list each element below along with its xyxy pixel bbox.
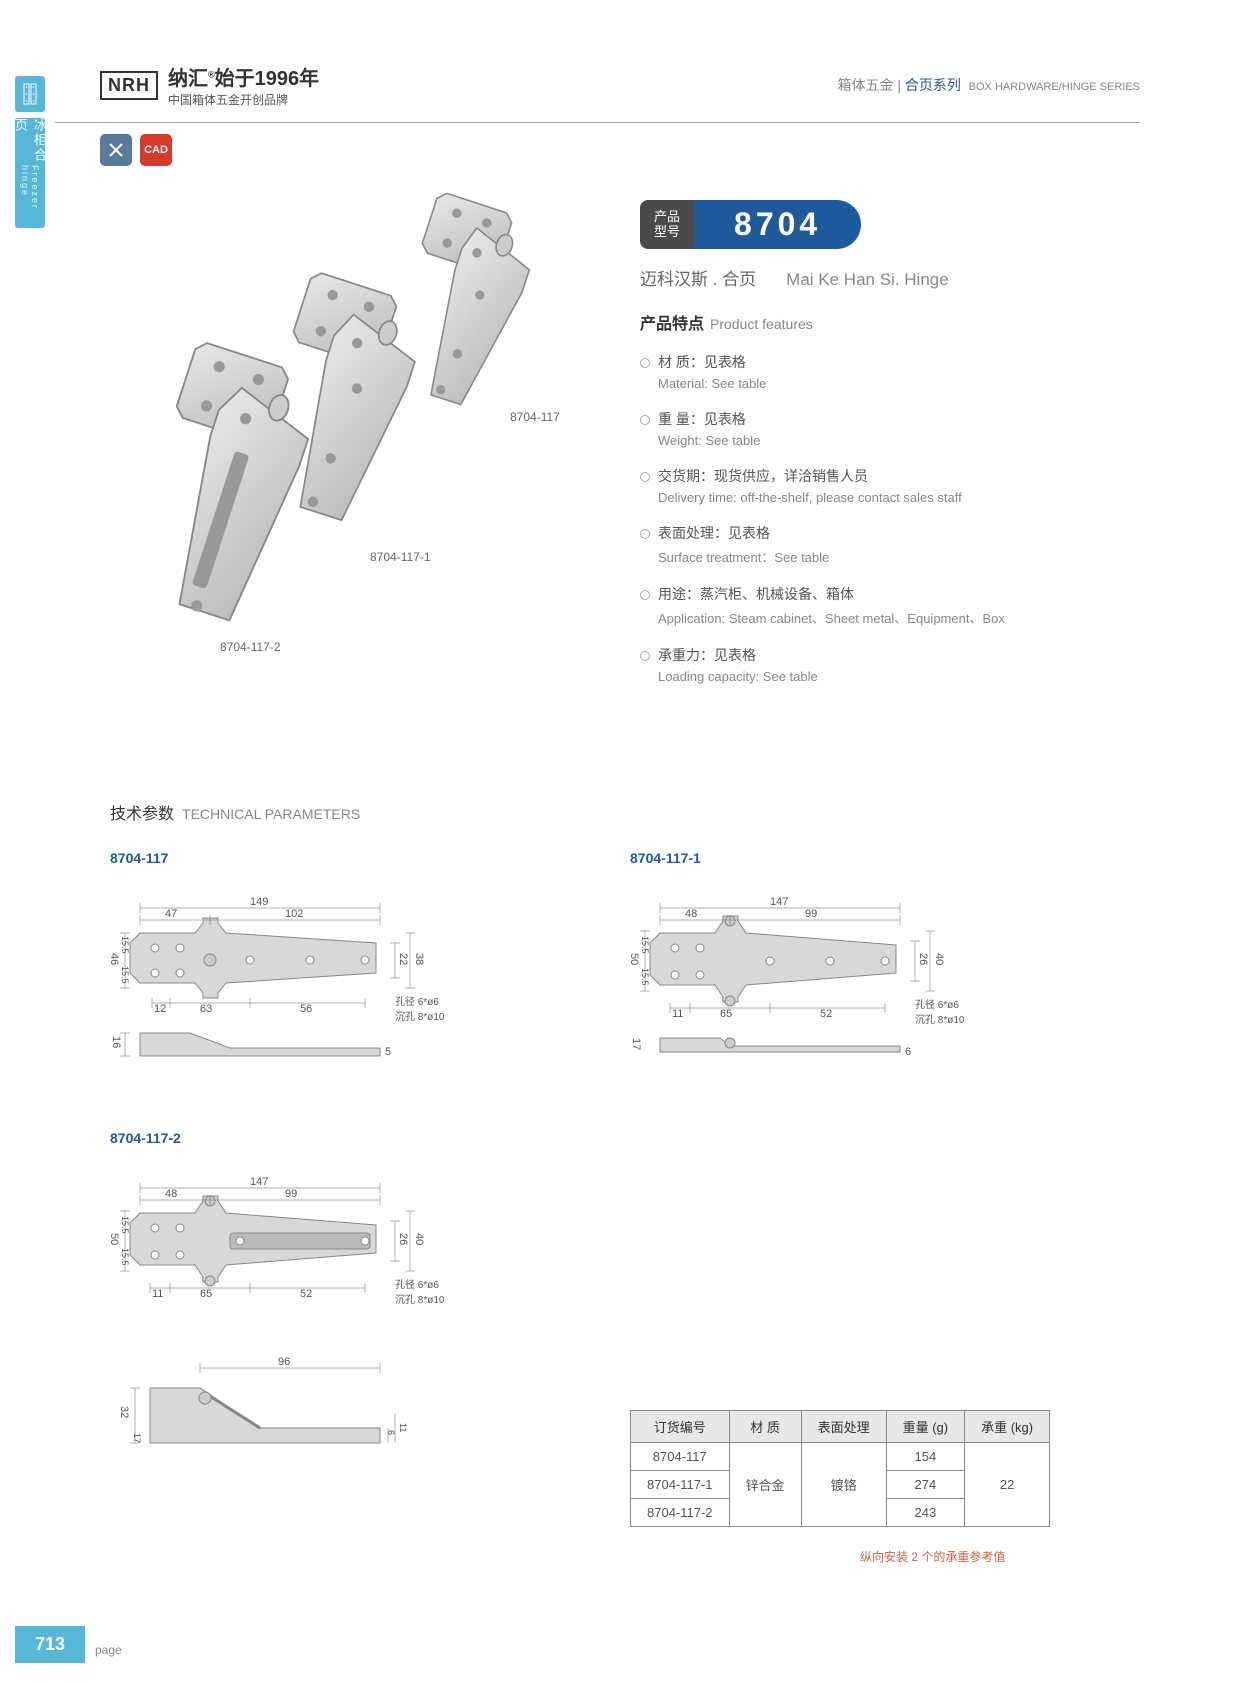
logo-cn: 纳汇®始于1996年: [168, 62, 319, 91]
feature-cn: 承重力：见表格: [658, 645, 1140, 665]
hinge-img-3: [98, 328, 371, 672]
table-header: 材 质: [729, 1411, 801, 1443]
img-label-3: 8704-117-2: [220, 640, 281, 654]
diagram-1: 8704-117 149 47 102 46 15.5 15.5 12 63 5…: [110, 850, 450, 1108]
feature-cn: 用途：蒸汽柜、机械设备、箱体: [658, 584, 1140, 604]
feature-en: Surface treatment：See table: [658, 547, 1140, 566]
model-name: 迈科汉斯 . 合页Mai Ke Han Si. Hinge: [640, 265, 949, 290]
logo-sub: 中国箱体五金开创品牌: [168, 91, 319, 108]
feature-en: Weight: See table: [658, 433, 1140, 448]
tools-icon: [100, 134, 132, 166]
logo-badge: NRH: [100, 71, 158, 100]
model-label: 产品 型号: [640, 200, 694, 249]
page-header: NRH 纳汇®始于1996年 中国箱体五金开创品牌 箱体五金 | 合页系列 BO…: [100, 55, 1140, 115]
model-badge: 产品 型号 8704: [640, 200, 861, 249]
diagram-1-title: 8704-117: [110, 850, 450, 866]
page-label: page: [95, 1643, 122, 1657]
header-category: 箱体五金 | 合页系列 BOX HARDWARE/HINGE SERIES: [837, 75, 1140, 95]
feature-item: 交货期：现货供应，详洽销售人员 Delivery time: off-the-sh…: [640, 466, 1140, 505]
page-number: 713: [15, 1626, 85, 1663]
feature-item: 表面处理：见表格 Surface treatment：See table: [640, 523, 1140, 566]
side-label-cn: 冰柜合页: [11, 118, 49, 165]
side-icon-tab: [15, 76, 45, 112]
diagram-2-title: 8704-117-1: [630, 850, 970, 866]
feature-cn: 重 量：见表格: [658, 409, 1140, 429]
cad-icon: CAD: [140, 134, 172, 166]
logo: NRH 纳汇®始于1996年 中国箱体五金开创品牌: [100, 62, 319, 108]
header-divider: [55, 122, 1140, 123]
feature-cn: 材 质：见表格: [658, 352, 1140, 372]
table-header: 订货编号: [631, 1411, 730, 1443]
side-label-en: Freezer hinge: [20, 165, 40, 228]
feature-item: 重 量：见表格 Weight: See table: [640, 409, 1140, 448]
feature-cn: 表面处理：见表格: [658, 523, 1140, 543]
table-header: 表面处理: [801, 1411, 886, 1443]
model-number: 8704: [694, 200, 861, 249]
diagram-2: 8704-117-1 147 48 99 50 15.5 15.5 11 65 …: [630, 850, 970, 1108]
feature-en: Application: Steam cabinet、Sheet metal、E…: [658, 608, 1140, 627]
product-features: 产品特点Product features 材 质：见表格 Material: Se…: [640, 310, 1140, 702]
feature-en: Delivery time: off-the-shelf, please con…: [658, 490, 1140, 505]
feature-cn: 交货期：现货供应，详洽销售人员: [658, 466, 1140, 486]
format-icons: CAD: [100, 134, 172, 166]
product-images: 8704-117 8704-117-1 8704-117-2: [140, 190, 560, 640]
feature-en: Loading capacity: See table: [658, 669, 1140, 684]
feature-en: Material: See table: [658, 376, 1140, 391]
table-header: 重量 (g): [886, 1411, 965, 1443]
tech-params-title: 技术参数TECHNICAL PARAMETERS: [110, 800, 360, 824]
feature-item: 承重力：见表格 Loading capacity: See table: [640, 645, 1140, 684]
table-header: 承重 (kg): [965, 1411, 1050, 1443]
feature-item: 用途：蒸汽柜、机械设备、箱体 Application: Steam cabinet…: [640, 584, 1140, 627]
feature-item: 材 质：见表格 Material: See table: [640, 352, 1140, 391]
img-label-2: 8704-117-1: [370, 550, 431, 564]
diagram-3-title: 8704-117-2: [110, 1130, 450, 1146]
img-label-1: 8704-117: [510, 410, 560, 424]
side-category-label: 冰柜合页 Freezer hinge: [15, 118, 45, 228]
features-title: 产品特点Product features: [640, 310, 1140, 334]
table-note: 纵向安装 2 个的承重参考值: [860, 1548, 1005, 1565]
spec-table: 订货编号材 质表面处理重量 (g)承重 (kg) 8704-117锌合金镀铬15…: [630, 1410, 1050, 1527]
table-row: 8704-117锌合金镀铬15422: [631, 1443, 1050, 1471]
diagram-3: 8704-117-2 147 48 99 50 15.5 15.5 11 65 …: [110, 1130, 450, 1498]
